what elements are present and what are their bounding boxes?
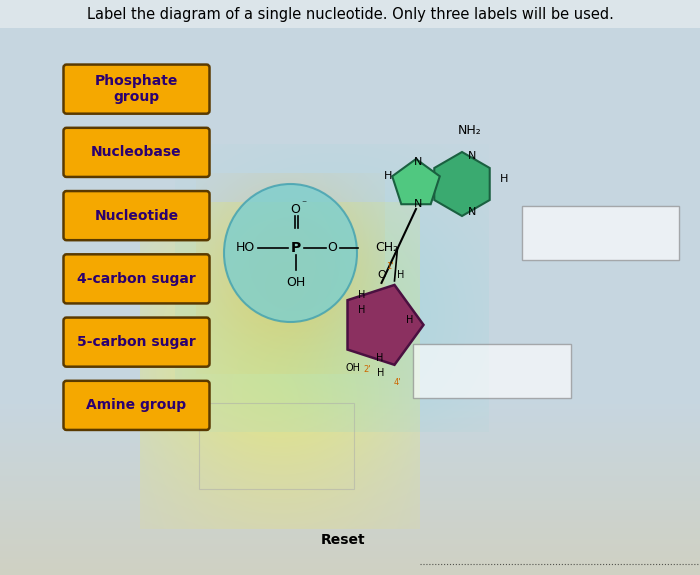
Text: HO: HO	[236, 242, 255, 255]
FancyBboxPatch shape	[64, 64, 209, 114]
FancyBboxPatch shape	[64, 381, 209, 430]
Text: N: N	[414, 199, 422, 209]
Ellipse shape	[224, 184, 357, 322]
Polygon shape	[347, 285, 424, 365]
Text: 2': 2'	[364, 365, 371, 374]
FancyBboxPatch shape	[64, 191, 209, 240]
Text: OH: OH	[286, 277, 305, 289]
Text: H: H	[384, 171, 392, 181]
Text: Phosphate
group: Phosphate group	[94, 74, 178, 104]
Text: H: H	[358, 290, 365, 300]
Text: NH₂: NH₂	[458, 124, 482, 136]
Text: O: O	[377, 270, 386, 280]
FancyBboxPatch shape	[64, 317, 209, 367]
Text: Reset: Reset	[321, 534, 365, 547]
Bar	[0, 0, 700, 28]
Text: P: P	[290, 241, 300, 255]
Text: H: H	[406, 315, 413, 325]
Text: N: N	[468, 207, 476, 217]
Polygon shape	[434, 152, 490, 216]
Text: Amine group: Amine group	[86, 398, 187, 412]
Text: CH₂: CH₂	[375, 242, 398, 255]
Text: O: O	[290, 204, 300, 217]
FancyBboxPatch shape	[64, 128, 209, 177]
Bar	[522, 205, 679, 260]
Text: N: N	[468, 151, 476, 161]
Text: Label the diagram of a single nucleotide. Only three labels will be used.: Label the diagram of a single nucleotide…	[87, 6, 613, 21]
Text: ⁻: ⁻	[301, 199, 306, 209]
Text: H: H	[358, 305, 365, 315]
Polygon shape	[392, 159, 440, 204]
Bar	[413, 343, 570, 398]
Text: H: H	[397, 270, 404, 280]
Bar	[199, 402, 354, 489]
Text: O: O	[328, 242, 337, 255]
Text: H: H	[376, 352, 383, 363]
Text: H: H	[500, 174, 508, 184]
Text: H: H	[377, 368, 384, 378]
Text: Nucleotide: Nucleotide	[94, 209, 178, 223]
Text: 1': 1'	[386, 262, 393, 271]
Text: N: N	[414, 157, 422, 167]
Text: Nucleobase: Nucleobase	[91, 145, 182, 159]
Text: 5-carbon sugar: 5-carbon sugar	[77, 335, 196, 349]
Text: 4': 4'	[393, 378, 401, 388]
Text: OH: OH	[345, 363, 360, 373]
Text: 4-carbon sugar: 4-carbon sugar	[77, 272, 196, 286]
FancyBboxPatch shape	[64, 254, 209, 304]
